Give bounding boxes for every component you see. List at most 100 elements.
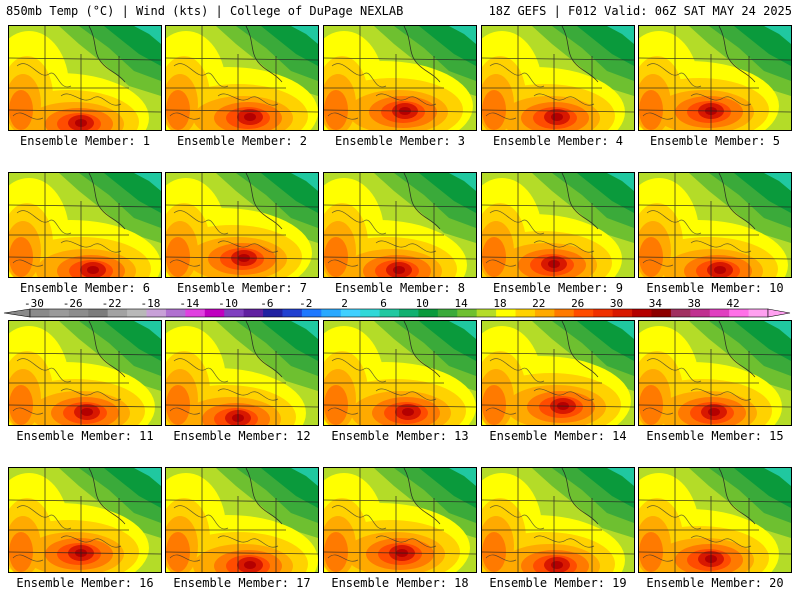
ensemble-map-2 [165,25,319,131]
colorbar-swatch [748,309,769,317]
colorbar-swatch [632,309,652,317]
temperature-map-graphic [639,321,791,425]
ensemble-member-label: Ensemble Member: 17 [173,576,311,590]
colorbar-tick-label: -22 [102,297,122,310]
colorbar-swatch [709,309,730,317]
ensemble-member-label: Ensemble Member: 16 [16,576,154,590]
ensemble-map-1 [8,25,162,131]
ensemble-map-17 [165,467,319,573]
colorbar-swatch [612,309,633,317]
colorbar-swatch [729,309,749,317]
ensemble-member-label: Ensemble Member: 4 [492,134,624,148]
temperature-map-graphic [166,26,318,130]
ensemble-member-label: Ensemble Member: 8 [334,281,466,295]
colorbar-swatch [127,309,147,317]
temperature-colorbar: -30 -26 -22 -18 -14 -10 -6 -2 2 6 10 14 18 22 26 30 34 38… [0,296,800,322]
temperature-map-graphic [166,173,318,277]
temperature-map-graphic [166,321,318,425]
colorbar-swatch [165,309,186,317]
colorbar-swatch [30,309,50,317]
colorbar-swatch [534,309,555,317]
colorbar-tick-label: -6 [260,297,273,310]
colorbar-swatch [282,309,303,317]
temperature-map-graphic [639,173,791,277]
ensemble-map-9 [481,172,635,278]
ensemble-member-label: Ensemble Member: 12 [173,429,311,443]
colorbar-tick-label: 30 [610,297,623,310]
colorbar-swatch [360,309,380,317]
colorbar-swatch [224,309,245,317]
ensemble-member-label: Ensemble Member: 7 [176,281,308,295]
ensemble-member-label: Ensemble Member: 14 [489,429,627,443]
temperature-map-graphic [324,468,476,572]
colorbar-swatch [49,309,70,317]
colorbar-swatch [88,309,109,317]
ensemble-member-label: Ensemble Member: 5 [649,134,781,148]
ensemble-map-12 [165,320,319,426]
colorbar-swatch [301,309,322,317]
colorbar-swatch [107,309,128,317]
colorbar-right-arrow [767,308,791,318]
colorbar-swatch [321,309,342,317]
header-title: 850mb Temp (°C) | Wind (kts) | College o… [6,4,404,18]
ensemble-map-10 [638,172,792,278]
ensemble-map-15 [638,320,792,426]
colorbar-swatch [651,309,672,317]
colorbar-swatch [204,309,225,317]
ensemble-map-7 [165,172,319,278]
ensemble-map-8 [323,172,477,278]
ensemble-member-label: Ensemble Member: 3 [334,134,466,148]
colorbar-tick-label: 26 [571,297,584,310]
ensemble-map-18 [323,467,477,573]
temperature-map-graphic [9,26,161,130]
colorbar-tick-label: 2 [341,297,348,310]
colorbar-swatch [263,309,283,317]
temperature-map-graphic [9,173,161,277]
ensemble-map-19 [481,467,635,573]
colorbar-tick-label: -2 [299,297,312,310]
colorbar-tick-label: 18 [493,297,506,310]
ensemble-member-label: Ensemble Member: 6 [19,281,151,295]
colorbar-swatch [243,309,264,317]
ensemble-map-6 [8,172,162,278]
ensemble-map-5 [638,25,792,131]
ensemble-map-20 [638,467,792,573]
ensemble-member-label: Ensemble Member: 20 [646,576,784,590]
colorbar-swatch [68,309,89,317]
colorbar-swatch [379,309,400,317]
temperature-map-graphic [639,468,791,572]
ensemble-map-3 [323,25,477,131]
colorbar-swatch [437,309,458,317]
temperature-map-graphic [324,173,476,277]
ensemble-member-label: Ensemble Member: 11 [16,429,154,443]
colorbar-swatch [185,309,206,317]
temperature-map-graphic [482,468,634,572]
temperature-map-graphic [9,468,161,572]
ensemble-map-14 [481,320,635,426]
colorbar-swatch [593,309,614,317]
ensemble-member-label: Ensemble Member: 2 [176,134,308,148]
ensemble-map-11 [8,320,162,426]
colorbar-tick-label: -26 [63,297,83,310]
ensemble-map-4 [481,25,635,131]
colorbar-swatch [573,309,594,317]
ensemble-member-label: Ensemble Member: 19 [489,576,627,590]
temperature-map-graphic [166,468,318,572]
ensemble-member-label: Ensemble Member: 10 [646,281,784,295]
colorbar-tick-label: -10 [218,297,238,310]
ensemble-map-13 [323,320,477,426]
colorbar-tick-label: 6 [380,297,387,310]
temperature-map-graphic [482,26,634,130]
colorbar-tick-label: 34 [649,297,663,310]
temperature-map-graphic [482,321,634,425]
colorbar-swatch [476,309,497,317]
colorbar-tick-label: -30 [24,297,44,310]
colorbar-swatch [496,309,516,317]
colorbar-left-arrow [3,308,31,318]
temperature-map-graphic [324,321,476,425]
ensemble-member-label: Ensemble Member: 9 [492,281,624,295]
header-run-info: 18Z GEFS | F012 Valid: 06Z SAT MAY 24 20… [488,4,792,18]
colorbar-tick-label: 42 [726,297,739,310]
ensemble-member-label: Ensemble Member: 15 [646,429,784,443]
ensemble-map-16 [8,467,162,573]
